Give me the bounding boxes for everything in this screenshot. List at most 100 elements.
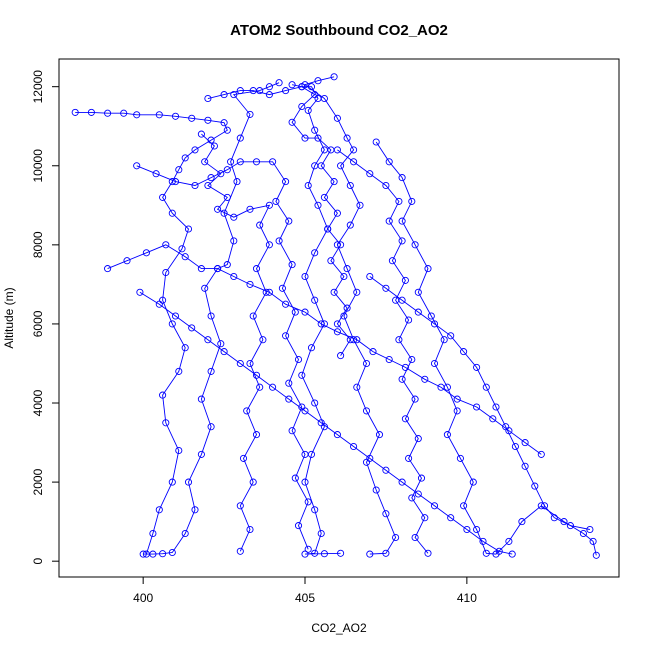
data-point — [414, 288, 422, 296]
data-point — [275, 237, 283, 245]
data-point — [298, 83, 306, 91]
data-point — [421, 514, 429, 522]
data-point — [291, 308, 299, 316]
data-point — [311, 549, 319, 557]
data-point — [388, 257, 396, 265]
data-point — [327, 146, 335, 154]
data-point — [320, 94, 328, 103]
data-point — [207, 312, 215, 320]
data-point — [405, 316, 413, 324]
data-point — [408, 494, 416, 502]
x-tick-label: 410 — [457, 591, 477, 605]
data-point — [220, 119, 228, 127]
data-point — [282, 87, 290, 95]
data-point — [314, 134, 322, 142]
data-point — [398, 375, 406, 383]
data-point — [437, 383, 445, 391]
data-point — [333, 114, 341, 122]
data-point — [311, 126, 319, 134]
data-point — [443, 431, 451, 439]
data-point — [285, 379, 293, 387]
data-point — [479, 537, 487, 545]
x-axis: 400 405 410 — [133, 576, 477, 605]
data-point — [204, 116, 212, 124]
data-point — [155, 111, 163, 119]
data-point — [301, 550, 309, 558]
data-point — [181, 253, 189, 261]
data-point — [168, 209, 176, 217]
data-point — [184, 478, 193, 486]
data-point — [181, 529, 189, 538]
data-point — [175, 367, 183, 375]
data-point — [456, 454, 464, 462]
data-point — [414, 308, 422, 316]
data-point — [171, 112, 180, 120]
data-point — [346, 181, 354, 190]
data-point — [362, 407, 371, 415]
series-4 — [301, 73, 400, 558]
data-point — [589, 537, 597, 545]
data-point — [87, 108, 95, 116]
data-point — [71, 108, 79, 116]
data-point — [473, 525, 481, 534]
data-point — [272, 197, 280, 205]
data-point — [171, 178, 180, 186]
data-point — [175, 446, 183, 455]
data-point — [343, 134, 351, 142]
data-point — [401, 415, 409, 423]
data-point — [214, 205, 222, 213]
data-point — [301, 450, 309, 458]
data-point — [473, 363, 481, 371]
data-point — [236, 134, 244, 142]
data-point — [236, 87, 244, 95]
data-point — [508, 550, 516, 558]
data-point — [330, 288, 338, 296]
data-point — [304, 106, 312, 114]
data-point — [304, 498, 312, 506]
data-point — [385, 158, 393, 166]
data-layer — [71, 73, 600, 559]
data-point — [366, 170, 374, 178]
data-point — [188, 114, 196, 122]
data-point — [288, 427, 296, 435]
data-point — [356, 201, 364, 209]
data-point — [120, 109, 128, 117]
data-point — [353, 383, 361, 391]
data-point — [447, 514, 455, 522]
data-point — [294, 355, 303, 364]
data-point — [366, 454, 374, 462]
data-point — [227, 158, 235, 166]
data-point — [417, 474, 426, 482]
data-point — [298, 102, 306, 111]
y-tick-label: 10000 — [31, 149, 45, 183]
data-point — [197, 130, 205, 138]
data-point — [411, 241, 419, 249]
data-point — [337, 352, 345, 360]
data-point — [382, 284, 390, 292]
data-point — [291, 474, 299, 482]
data-point — [401, 276, 409, 284]
data-point — [346, 221, 354, 229]
data-point — [168, 320, 176, 328]
data-point — [265, 91, 273, 99]
data-point — [230, 91, 238, 99]
data-point — [333, 328, 341, 336]
data-point — [453, 395, 461, 403]
series-8 — [104, 241, 545, 458]
data-point — [398, 237, 406, 245]
data-point — [521, 462, 529, 470]
data-point — [175, 166, 183, 174]
data-point — [288, 261, 296, 269]
data-point — [294, 522, 303, 530]
data-point — [521, 439, 529, 447]
data-point — [579, 529, 587, 538]
data-point — [152, 170, 160, 178]
data-point — [220, 91, 228, 99]
data-point — [246, 110, 254, 118]
data-point — [350, 146, 358, 154]
data-point — [424, 549, 432, 557]
series-11 — [204, 83, 354, 360]
data-point — [197, 265, 205, 273]
data-point — [236, 502, 244, 510]
series-line — [292, 84, 341, 555]
